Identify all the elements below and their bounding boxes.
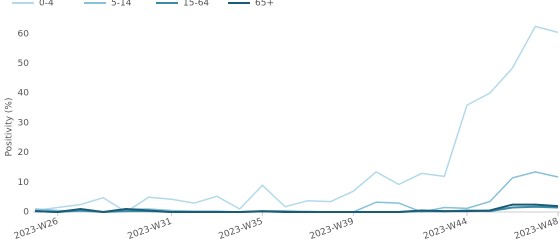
y-tick-label: 60 [18,29,30,39]
legend-label: 5-14 [111,0,132,9]
y-tick-label: 30 [18,118,30,128]
y-tick-label: 50 [18,59,30,69]
x-tick-label: 2023-W39 [308,217,355,242]
y-axis-label: Positivity (%) [5,98,15,157]
x-tick-label: 2023-W44 [422,217,469,242]
x-tick-label: 2023-W48 [513,217,560,242]
x-tick-label: 2023-W26 [13,217,60,242]
series-line [34,203,559,214]
legend-label: 15-64 [183,0,209,9]
legend-label: 65+ [255,0,274,9]
y-tick-label: 20 [18,148,30,158]
legend-label: 0-4 [39,0,54,9]
series-line [34,25,559,213]
y-tick-label: 0 [23,208,29,218]
y-tick-label: 10 [18,178,30,188]
x-tick-label: 2023-W31 [127,217,174,242]
y-tick-label: 40 [18,89,30,99]
series-line [34,171,559,213]
x-tick-label: 2023-W35 [217,217,264,242]
